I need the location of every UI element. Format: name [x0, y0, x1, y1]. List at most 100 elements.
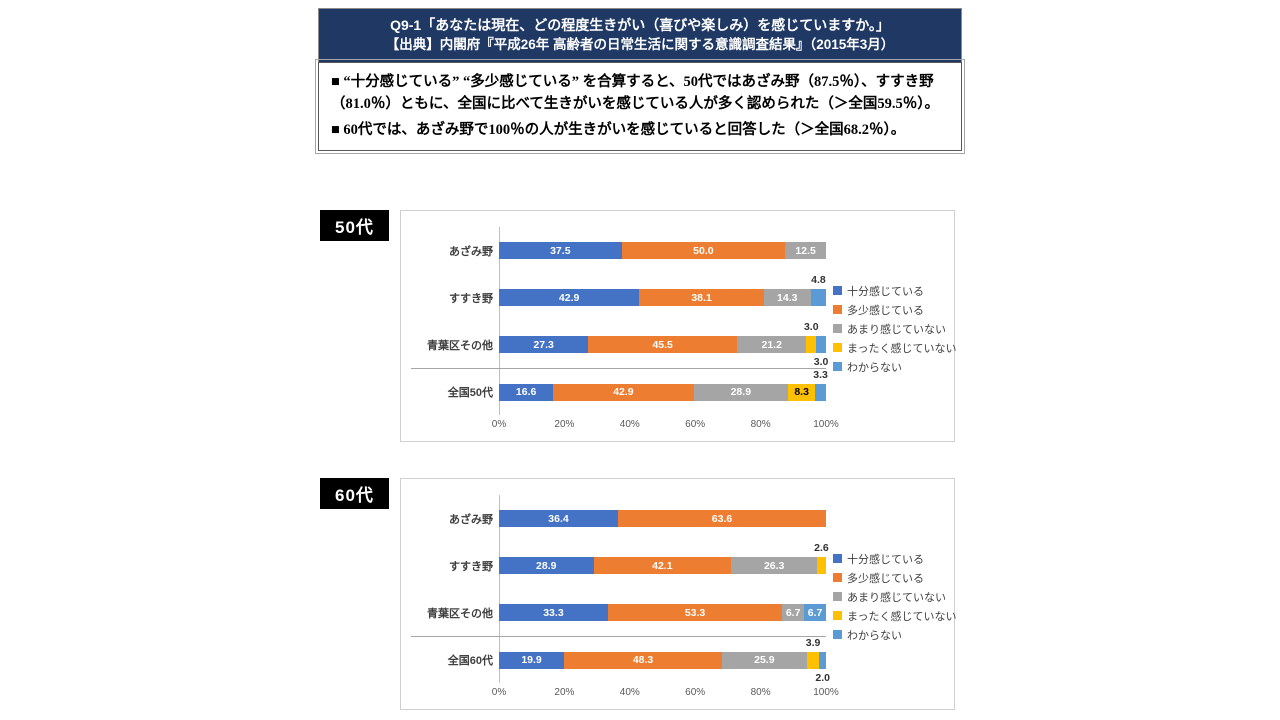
- legend-item: まったく感じていない: [833, 338, 957, 357]
- legend-swatch-icon: [833, 286, 842, 295]
- x-axis: 0% 20% 40% 60% 80% 100%: [492, 419, 839, 433]
- bar-segment: 53.3: [607, 604, 783, 621]
- legend: 十分感じている 多少感じている あまり感じていない まったく感じていない わからない: [833, 549, 957, 644]
- bar-row: すすき野 42.9 38.1 14.3 4.8: [411, 274, 827, 321]
- legend-label: まったく感じていない: [847, 342, 957, 355]
- summary-bullet-1: ■ “十分感じている” “多少感じている” を合算すると、50代ではあざみ野（8…: [331, 74, 939, 112]
- bar-track: 16.6 42.9 28.9 8.3 3.3: [499, 369, 828, 401]
- value-label: 2.0: [815, 671, 831, 684]
- x-tick-label: 60%: [685, 687, 706, 698]
- value-label: 42.9: [613, 386, 634, 398]
- value-label: 27.3: [533, 338, 554, 351]
- legend-item: あまり感じていない: [833, 319, 957, 338]
- x-tick-label: 0%: [491, 687, 507, 698]
- category-label: 全国50代: [447, 387, 493, 399]
- bar-rows: あざみ野 36.4 63.6 すすき野 28.9 42.1 26.3 2.6 青葉区その他 33.…: [411, 495, 830, 684]
- category-label: あざみ野: [449, 245, 493, 258]
- x-tick-label: 40%: [619, 687, 640, 698]
- bar-segment: 4.8: [810, 274, 827, 306]
- value-label: 8.3: [794, 386, 809, 398]
- value-label: 16.6: [515, 386, 537, 398]
- value-label: 50.0: [693, 244, 714, 257]
- bar-segment: 16.6: [499, 383, 554, 401]
- legend-swatch-icon: [833, 324, 842, 333]
- value-label: 42.1: [652, 559, 673, 572]
- value-label: 42.9: [558, 291, 580, 304]
- legend-item: わからない: [833, 625, 957, 644]
- value-label: 45.5: [652, 338, 673, 351]
- bar-segment: 50.0: [621, 242, 786, 259]
- bar-row: 青葉区その他 27.3 45.5 21.2 3.0 3.0: [411, 321, 828, 368]
- legend-label: わからない: [847, 361, 902, 374]
- x-tick-label: 40%: [619, 419, 640, 430]
- bar-segment: 33.3: [499, 604, 608, 621]
- legend-item: まったく感じていない: [833, 606, 957, 625]
- bar-segment: 2.6: [814, 542, 829, 574]
- bar-segment: 27.3: [499, 336, 589, 353]
- bar-track: 27.3 45.5 21.2 3.0 3.0: [499, 321, 828, 368]
- source-citation: 【出典】内閣府『平成26年 高齢者の日常生活に関する意識調査結果』（2015年3…: [385, 37, 895, 53]
- x-tick-label: 20%: [554, 687, 575, 698]
- bar-track: 28.9 42.1 26.3 2.6: [499, 542, 829, 574]
- bar-track: 42.9 38.1 14.3 4.8: [499, 274, 827, 306]
- legend-item: 十分感じている: [833, 281, 957, 300]
- bar-segment: 42.1: [593, 557, 732, 574]
- bar-segment: 45.5: [588, 336, 738, 353]
- legend-label: 多少感じている: [847, 572, 924, 585]
- bar-track: 33.3 53.3 6.7 6.7: [499, 604, 826, 621]
- y-axis-line: [499, 495, 500, 683]
- category-label: すすき野: [449, 560, 493, 573]
- value-label: 3.0: [803, 321, 819, 333]
- bar-row: すすき野 28.9 42.1 26.3 2.6: [411, 542, 829, 589]
- value-label: 2.6: [814, 542, 829, 554]
- legend-swatch-icon: [833, 592, 842, 601]
- value-label: 28.9: [536, 559, 557, 572]
- value-label: 33.3: [543, 606, 564, 619]
- bar-segment: 28.9: [693, 383, 789, 401]
- legend-item: 多少感じている: [833, 568, 957, 587]
- bar-row: あざみ野 37.5 50.0 12.5: [411, 227, 826, 274]
- value-label: 4.8: [811, 274, 826, 286]
- bar-track: 19.9 48.3 25.9 3.9 2.0: [499, 637, 830, 684]
- bar-rows: あざみ野 37.5 50.0 12.5 すすき野 42.9 38.1 14.3 4.8 青葉区その…: [411, 227, 828, 415]
- bar-segment: 28.9: [499, 557, 594, 574]
- bar-segment: 42.9: [553, 383, 694, 401]
- bar-segment: 25.9: [722, 651, 807, 669]
- legend-label: あまり感じていない: [847, 591, 946, 604]
- bar-row: 青葉区その他 33.3 53.3 6.7 6.7: [411, 589, 826, 636]
- bar-segment: 36.4: [499, 510, 619, 527]
- value-label: 28.9: [730, 386, 752, 398]
- summary-bullet-2: ■ 60代では、あざみ野で100％の人が生きがいを感じていると回答した（＞全国6…: [331, 121, 906, 138]
- x-axis: 0% 20% 40% 60% 80% 100%: [492, 687, 839, 701]
- bar-segment: 8.3: [788, 383, 816, 401]
- bar-segment: 63.6: [618, 510, 826, 527]
- value-label: 37.5: [550, 244, 571, 257]
- bar-segment: 3.9: [806, 637, 820, 669]
- legend-swatch-icon: [833, 573, 842, 582]
- bar-segment: 3.0: [814, 336, 828, 368]
- value-label: 6.7: [785, 606, 801, 619]
- value-label: 48.3: [632, 654, 654, 666]
- x-tick-label: 100%: [813, 687, 839, 698]
- x-tick-label: 20%: [554, 419, 575, 430]
- chart-50s: あざみ野 37.5 50.0 12.5 すすき野 42.9 38.1 14.3 4.8 青葉区その…: [400, 210, 957, 442]
- legend-swatch-icon: [833, 362, 842, 371]
- value-label: 19.9: [521, 654, 542, 666]
- bar-track: 37.5 50.0 12.5: [499, 242, 826, 259]
- category-label: 青葉区その他: [427, 607, 493, 620]
- bar-segment: 2.0: [815, 651, 830, 684]
- y-axis-line: [499, 227, 500, 415]
- value-label: 26.3: [763, 559, 785, 572]
- legend-swatch-icon: [833, 554, 842, 563]
- bar-segment: 3.0: [804, 321, 819, 353]
- value-label: 6.7: [807, 606, 823, 619]
- legend-label: わからない: [847, 629, 902, 642]
- x-tick-label: 100%: [813, 419, 839, 430]
- title-banner: Q9-1「あなたは現在、どの程度生きがい（喜びや楽しみ）を感じていますか。」 【…: [318, 8, 962, 63]
- value-label: 21.2: [761, 338, 782, 351]
- legend: 十分感じている 多少感じている あまり感じていない まったく感じていない わからない: [833, 281, 957, 376]
- bar-segment: 37.5: [499, 242, 622, 259]
- legend-label: まったく感じていない: [847, 610, 957, 623]
- chart-60s: あざみ野 36.4 63.6 すすき野 28.9 42.1 26.3 2.6 青葉区その他 33.…: [400, 478, 957, 710]
